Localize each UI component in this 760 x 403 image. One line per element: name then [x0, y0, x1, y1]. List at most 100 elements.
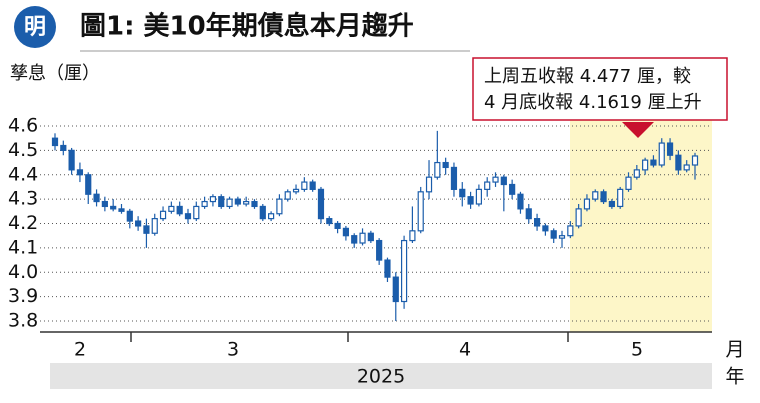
x-tick-label: 5: [631, 339, 643, 361]
candle-body: [268, 213, 275, 220]
y-tick-label: 4.3: [8, 188, 38, 210]
candle-body: [334, 222, 341, 229]
candle-body: [575, 208, 582, 227]
candle-body: [367, 232, 374, 242]
candle-body: [450, 166, 458, 190]
candle-body: [434, 161, 441, 178]
candle-body: [425, 176, 433, 193]
candle-body: [442, 161, 449, 169]
candle-body: [658, 142, 665, 166]
highlight: [570, 110, 712, 332]
candle-body: [600, 191, 607, 203]
candle-body: [93, 193, 100, 203]
candle-body: [218, 196, 225, 208]
candle-body: [68, 149, 75, 171]
candle-body: [234, 198, 241, 205]
candle-body: [159, 210, 167, 220]
candle-body: [592, 191, 599, 200]
candle-body: [633, 169, 640, 178]
candle-body: [509, 183, 516, 195]
candle-body: [517, 193, 524, 210]
candle-body: [76, 169, 84, 176]
candle-body: [467, 196, 474, 205]
annotation-box: [472, 57, 728, 121]
candle-body: [151, 218, 158, 234]
y-tick-label: 3.9: [8, 285, 38, 307]
x-tick-label: 4: [459, 339, 471, 361]
candle-body: [259, 205, 266, 220]
candle-body: [201, 200, 208, 208]
candle-body: [625, 176, 632, 190]
y-axis-label: 孳息（厘）: [10, 63, 100, 84]
logo-circle: [14, 6, 56, 48]
candle-body: [301, 181, 308, 190]
candle-body: [608, 200, 615, 208]
candle-body: [317, 188, 325, 220]
candle-body: [126, 210, 133, 222]
chart-title: 圖1: 美10年期債息本月趨升: [80, 11, 414, 42]
candle-body: [251, 200, 258, 208]
candle-body: [484, 181, 491, 190]
candle-body: [417, 191, 424, 232]
candle-body: [650, 159, 657, 166]
candle-body: [118, 208, 125, 212]
candle-body: [342, 227, 350, 237]
candle-body: [459, 188, 466, 198]
candle-body: [550, 230, 557, 239]
x-tick-label: 2: [74, 339, 86, 361]
candle-body: [583, 198, 591, 210]
y-tick-label: 4.1: [8, 236, 38, 258]
logo: 明: [24, 15, 46, 40]
candle-body: [85, 174, 92, 195]
candle-body: [683, 164, 690, 171]
candle-body: [542, 225, 549, 232]
candle-body: [60, 144, 67, 151]
candle-body: [617, 188, 624, 208]
candle-body: [209, 196, 217, 203]
candle-body: [143, 225, 150, 234]
candle-body: [567, 225, 574, 237]
y-tick-label: 4.5: [8, 139, 38, 161]
candle-body: [176, 205, 183, 215]
candle-body: [500, 176, 507, 186]
year-unit: 年: [725, 366, 744, 388]
candle-body: [184, 213, 192, 220]
candle-body: [666, 142, 674, 156]
y-tick-label: 4.4: [8, 163, 38, 185]
y-tick-label: 4.2: [8, 212, 38, 234]
candle-body: [276, 198, 283, 215]
candle-body: [376, 239, 383, 261]
candle-body: [326, 218, 333, 225]
candle-body: [243, 200, 250, 205]
candle-body: [525, 208, 532, 220]
candle-body: [309, 181, 316, 190]
candle-body: [351, 235, 358, 244]
annotation-text: 上周五收報 4.477 厘，較: [484, 66, 691, 87]
candle-body: [675, 154, 682, 171]
candle-body: [400, 239, 408, 303]
month-unit: 月: [725, 339, 744, 361]
year-band: [50, 363, 712, 389]
candle-body: [384, 259, 391, 278]
candle-body: [691, 155, 699, 166]
candle-body: [101, 200, 108, 208]
candle-body: [226, 198, 233, 208]
candle-body: [168, 205, 175, 212]
candle-body: [135, 220, 142, 227]
candle-body: [642, 159, 649, 171]
candle-body: [392, 276, 399, 303]
y-tick-label: 4.6: [8, 115, 38, 137]
candle-body: [51, 137, 59, 147]
candle-body: [193, 205, 200, 220]
annotation-text: 4 月底收報 4.1619 厘上升: [484, 92, 702, 113]
year-label: 2025: [357, 366, 405, 388]
y-tick-label: 4.0: [8, 261, 38, 283]
candle-body: [292, 188, 300, 193]
candle-body: [533, 218, 541, 227]
x-tick-label: 3: [227, 339, 239, 361]
y-tick-label: 3.8: [8, 310, 38, 332]
candle-body: [359, 232, 366, 244]
candle-body: [409, 230, 416, 242]
candle-body: [475, 188, 482, 205]
